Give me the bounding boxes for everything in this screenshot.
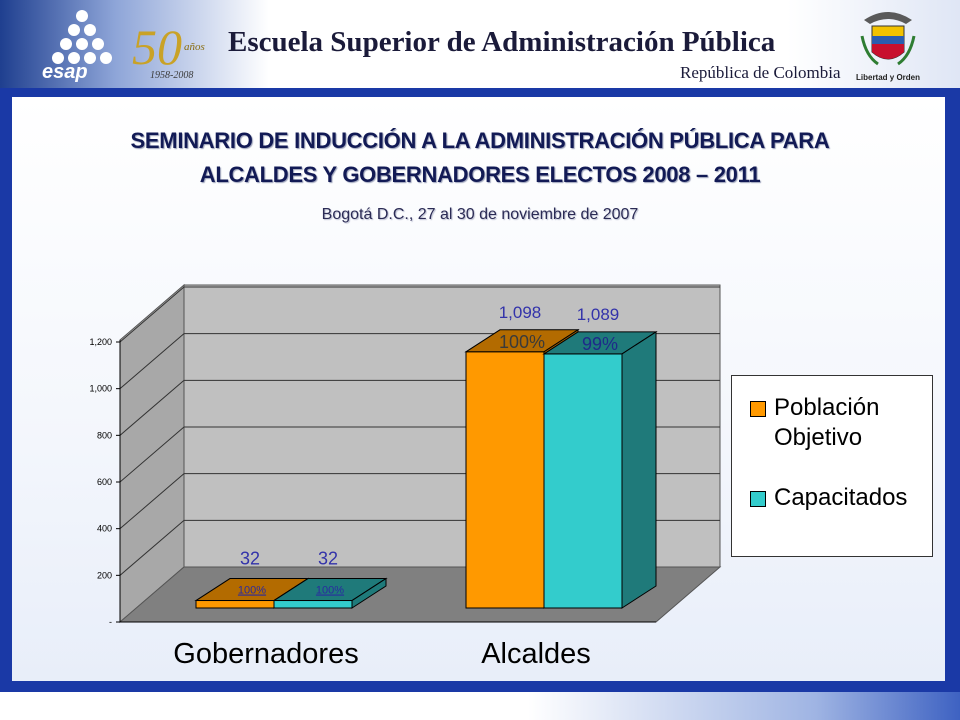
- esap-logo: esap 50 años 1958-2008: [42, 10, 205, 82]
- y-tick-label: 1,000: [89, 384, 112, 394]
- bar-front: [195, 600, 275, 609]
- y-tick-label: 600: [97, 477, 112, 487]
- coat-of-arms-icon: Libertad y Orden: [856, 12, 920, 82]
- anniversary-word: años: [184, 41, 205, 53]
- bar-side: [621, 330, 657, 609]
- slide-title-line1: SEMINARIO DE INDUCCIÓN A LA ADMINISTRACI…: [130, 128, 830, 153]
- bar-front: [543, 353, 623, 609]
- country-name: República de Colombia: [680, 63, 841, 82]
- bar-value-label: 1,089: [577, 305, 620, 324]
- y-tick-label: 400: [97, 524, 112, 534]
- bar-front: [273, 600, 353, 609]
- slide-title-line2: ALCALDES Y GOBERNADORES ELECTOS 2008 – 2…: [199, 162, 761, 187]
- gridline: [119, 286, 720, 343]
- legend-swatch-series-2: [750, 491, 766, 507]
- y-tick-label: -: [109, 617, 112, 627]
- bar-percent-label: 100%: [316, 585, 344, 597]
- bar-percent-label: 100%: [238, 585, 266, 597]
- anniversary-number: 50: [132, 19, 182, 75]
- x-category-label: Gobernadores: [173, 638, 358, 670]
- bar-value-label: 32: [240, 549, 260, 569]
- seal-motto: Libertad y Orden: [856, 73, 920, 82]
- logo-dots-icon: [52, 10, 112, 64]
- bar-value-label: 32: [318, 549, 338, 569]
- bar-side: [351, 577, 387, 609]
- y-tick-label: 1,200: [89, 337, 112, 347]
- bar-chart: - 200 400 600 800 1,000 1,200 100% 32 100% 32 Gober…: [89, 283, 722, 670]
- bar-front: [465, 351, 545, 609]
- legend-label-series-2: Capacitados: [774, 484, 908, 511]
- footer-band: [0, 692, 960, 720]
- slide-subtitle: Bogotá D.C., 27 al 30 de noviembre de 20…: [321, 206, 639, 223]
- y-tick-label: 800: [97, 430, 112, 440]
- anniversary-years: 1958-2008: [150, 70, 193, 81]
- bar-value-label: 1,098: [499, 303, 542, 322]
- logo-text: esap: [42, 61, 88, 82]
- x-category-label: Alcaldes: [481, 638, 591, 670]
- legend-label-series-1: Población Objetivo: [774, 394, 880, 451]
- y-tick-label: 200: [97, 570, 112, 580]
- institution-name: Escuela Superior de Administración Públi…: [228, 26, 776, 58]
- chart-side-wall: [119, 283, 185, 624]
- bar-percent-label: 100%: [499, 332, 545, 352]
- legend-swatch-series-1: [750, 401, 766, 417]
- chart-legend: Población Objetivo Capacitados: [731, 375, 933, 557]
- bar-percent-label: 99%: [582, 334, 618, 354]
- header-banner: esap 50 años 1958-2008 Escuela Superior …: [0, 0, 960, 88]
